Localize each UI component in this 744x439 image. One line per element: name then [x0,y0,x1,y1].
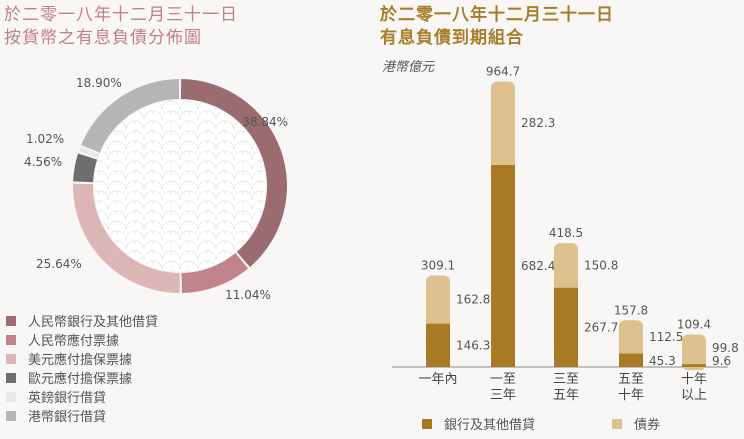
bar-category-label-2-0: 三至 [553,372,579,387]
bar-value-bonds-1: 282.3 [521,116,555,130]
bar-segment-bonds-4 [682,334,706,371]
bar-value-loans-2: 267.7 [584,320,618,334]
donut-legend-swatch-4 [6,391,16,402]
donut-legend-item-5: 港幣銀行借貸 [6,406,158,425]
bar-category-label-1-0: 一至 [490,372,516,387]
donut-legend-swatch-5 [6,410,16,421]
bar-value-loans-4: 9.6 [712,354,731,368]
bar-category-label-3-0: 五至 [618,372,644,387]
bar-title-line1: 於二零一八年十二月三十一日 [380,5,614,25]
donut-legend-label-3: 歐元應付擔保票據 [28,372,133,387]
donut-legend: 人民幣銀行及其他借貸 人民幣應付票據 美元應付擔保票據 歐元應付擔保票據 英鎊銀行借貸港… [6,311,158,425]
bar-category-label-1-1: 三年 [490,388,516,403]
donut-legend-swatch-0 [6,315,16,326]
bar-legend-swatch-1 [612,418,622,429]
bar-total-label-3: 157.8 [614,303,648,317]
bar-category-label-4-0: 十年 [681,372,707,387]
donut-legend-item-1: 人民幣應付票據 [6,330,158,349]
bar-unit-label: 港幣億元 [382,60,435,75]
donut-slice-1 [181,253,249,293]
bar-legend-label-1: 債券 [634,418,661,433]
donut-slice-3 [73,153,98,183]
bar-category-label-2-1: 五年 [553,388,579,403]
bar-value-bonds-2: 150.8 [584,258,618,272]
donut-legend-item-0: 人民幣銀行及其他借貸 [6,311,158,330]
bar-value-bonds-3: 112.5 [649,330,683,344]
bar-total-label-1: 964.7 [486,64,520,78]
bar-legend-item-1: 債券 [612,414,660,433]
bar-value-loans-0: 146.3 [456,338,490,352]
bar-legend-label-0: 銀行及其他借貸 [444,418,536,433]
bar-segment-loans-1 [491,165,515,367]
bar-legend-swatch-0 [422,418,432,429]
bar-value-loans-1: 682.4 [521,259,555,273]
bar-title-line2: 有息負債到期組合 [380,28,524,48]
donut-label-1: 11.04% [225,288,271,302]
donut-label-5: 18.90% [76,76,122,90]
bar-segment-bonds-1 [491,81,515,172]
bar-segment-bonds-0 [426,275,450,330]
donut-legend-label-2: 美元應付擔保票據 [28,353,133,368]
bar-value-bonds-4: 99.8 [712,341,739,355]
donut-chart: 38.84% 11.04% 25.64% 4.56% 1.02% 18.90% [24,76,288,302]
donut-slice-2 [72,183,180,293]
bar-total-label-4: 109.4 [677,318,711,332]
donut-center-pattern [94,100,266,272]
donut-legend-item-2: 美元應付擔保票據 [6,349,158,368]
bar-segment-loans-2 [554,287,578,367]
donut-legend-item-4: 英鎊銀行借貸 [6,387,158,406]
donut-legend-item-3: 歐元應付擔保票據 [6,368,158,387]
donut-chart-title: 於二零一八年十二月三十一日 按貨幣之有息負債分佈圖 [4,4,238,50]
donut-legend-swatch-1 [6,334,16,345]
donut-label-4: 1.02% [26,132,64,146]
donut-legend-swatch-3 [6,372,16,383]
donut-legend-swatch-2 [6,353,16,364]
bar-segment-bonds-2 [554,243,578,294]
bar-total-label-0: 309.1 [421,259,455,273]
bar-chart-title: 於二零一八年十二月三十一日 有息負債到期組合 [380,4,614,50]
bar-legend-item-0: 銀行及其他借貸 [422,414,535,433]
donut-legend-label-4: 英鎊銀行借貸 [28,391,107,406]
donut-label-2: 25.64% [36,257,82,271]
donut-legend-label-1: 人民幣應付票據 [28,334,120,349]
donut-label-3: 4.56% [24,155,62,169]
donut-legend-label-5: 港幣銀行借貸 [28,410,107,425]
donut-slice-4 [78,147,99,158]
donut-title-line2: 按貨幣之有息負債分佈圖 [4,28,202,48]
donut-slice-5 [81,79,180,153]
bar-segment-bonds-3 [619,320,643,360]
bar-category-label-0-0: 一年內 [418,372,457,387]
bar-category-label-3-1: 十年 [618,388,644,403]
bar-total-label-2: 418.5 [549,226,583,240]
bar-value-loans-3: 45.3 [649,354,676,368]
bar-segment-loans-0 [426,323,450,367]
donut-title-line1: 於二零一八年十二月三十一日 [4,5,238,25]
donut-slice-0 [180,79,287,268]
donut-legend-label-0: 人民幣銀行及其他借貸 [28,315,159,330]
bar-value-bonds-0: 162.8 [456,293,490,307]
bar-segment-loans-3 [619,353,643,367]
bar-category-label-4-1: 以上 [681,388,707,403]
bar-segment-loans-4 [682,364,706,367]
donut-label-0: 38.84% [242,115,288,129]
